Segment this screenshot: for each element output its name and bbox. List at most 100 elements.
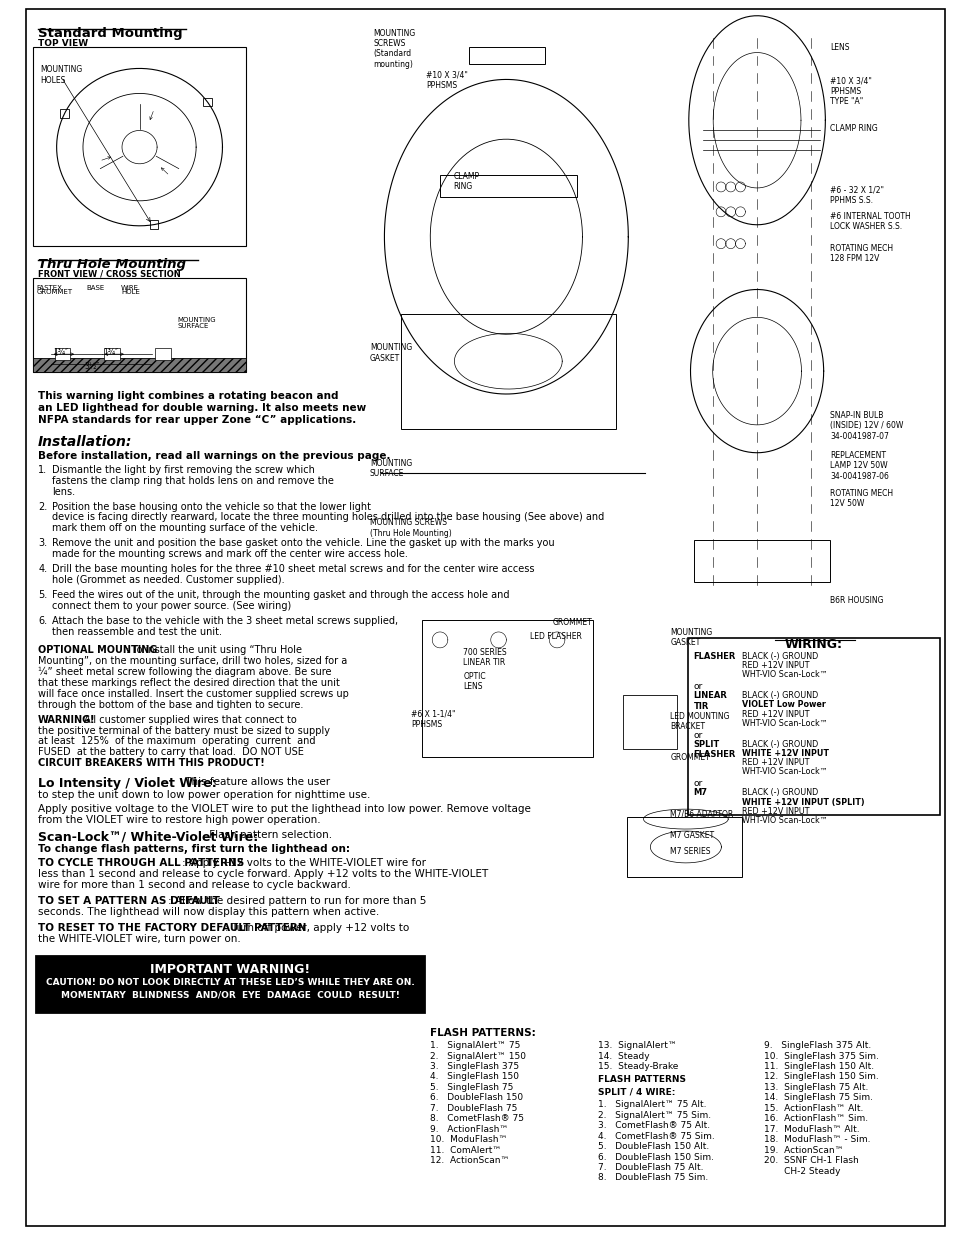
Text: through the bottom of the base and tighten to secure.: through the bottom of the base and tight…	[38, 700, 303, 710]
Text: CLAMP
RING: CLAMP RING	[454, 172, 479, 191]
Text: OPTIONAL MOUNTING: OPTIONAL MOUNTING	[38, 645, 157, 655]
Text: 3.   SingleFlash 375: 3. SingleFlash 375	[430, 1062, 518, 1071]
Text: the WHITE-VIOLET wire, turn power on.: the WHITE-VIOLET wire, turn power on.	[38, 934, 240, 944]
Bar	[627, 818, 741, 877]
Text: 20.  SSNF CH-1 Flash: 20. SSNF CH-1 Flash	[763, 1156, 858, 1165]
Text: mark them off on the mounting surface of the vehicle.: mark them off on the mounting surface of…	[51, 524, 317, 534]
Bar	[33, 278, 246, 372]
Text: ROTATING MECH
128 FPM 12V: ROTATING MECH 128 FPM 12V	[829, 243, 892, 263]
Text: at least  125%  of the maximum  operating  current  and: at least 125% of the maximum operating c…	[38, 736, 315, 746]
Text: 3½″: 3½″	[84, 362, 99, 372]
Text: GROMMET: GROMMET	[36, 289, 72, 295]
Text: Installation:: Installation:	[38, 435, 132, 448]
Text: then reassemble and test the unit.: then reassemble and test the unit.	[51, 627, 221, 637]
Text: BLACK (-) GROUND: BLACK (-) GROUND	[741, 740, 818, 748]
Text: 10.  SingleFlash 375 Sim.: 10. SingleFlash 375 Sim.	[763, 1051, 878, 1061]
Text: 18.  ModuFlash™ - Sim.: 18. ModuFlash™ - Sim.	[763, 1135, 869, 1144]
Text: FLASHER: FLASHER	[693, 652, 736, 661]
Text: 4.: 4.	[38, 564, 47, 574]
Text: : Apply +12 volts to the WHITE-VIOLET wire for: : Apply +12 volts to the WHITE-VIOLET wi…	[182, 858, 426, 868]
Text: FLASH PATTERNS:: FLASH PATTERNS:	[430, 1029, 536, 1039]
Text: or: or	[693, 682, 702, 692]
Text: WARNING!: WARNING!	[38, 715, 95, 725]
Text: WHT-VIO Scan-Lock™: WHT-VIO Scan-Lock™	[741, 816, 827, 825]
Text: 1.   SignalAlert™ 75: 1. SignalAlert™ 75	[430, 1041, 520, 1050]
Text: Feed the wires out of the unit, through the mounting gasket and through the acce: Feed the wires out of the unit, through …	[51, 590, 509, 600]
Text: WHT-VIO Scan-Lock™: WHT-VIO Scan-Lock™	[741, 719, 827, 727]
Text: MOUNTING
SURFACE: MOUNTING SURFACE	[370, 458, 412, 478]
Text: : Allow the desired pattern to run for more than 5: : Allow the desired pattern to run for m…	[168, 895, 426, 905]
Text: WIRE: WIRE	[121, 284, 139, 290]
Text: 5.   DoubleFlash 150 Alt.: 5. DoubleFlash 150 Alt.	[598, 1142, 709, 1151]
Bar	[33, 47, 246, 246]
Text: 8.   CometFlash® 75: 8. CometFlash® 75	[430, 1114, 524, 1124]
Text: M7/B6 ADAPTOR: M7/B6 ADAPTOR	[670, 809, 733, 818]
Bar	[54, 348, 71, 361]
Text: M7 GASKET: M7 GASKET	[670, 831, 714, 840]
Text: 6.   DoubleFlash 150: 6. DoubleFlash 150	[430, 1093, 523, 1103]
Text: 3.: 3.	[38, 538, 47, 548]
Text: wire for more than 1 second and release to cycle backward.: wire for more than 1 second and release …	[38, 879, 351, 889]
Text: LED FLASHER: LED FLASHER	[529, 632, 581, 641]
Text: 13.  SignalAlert™: 13. SignalAlert™	[598, 1041, 677, 1050]
Text: Thru Hole Mounting: Thru Hole Mounting	[38, 258, 186, 270]
Text: 15.  ActionFlash™ Alt.: 15. ActionFlash™ Alt.	[763, 1104, 862, 1113]
Text: from the VIOLET wire to restore high power operation.: from the VIOLET wire to restore high pow…	[38, 815, 320, 825]
Text: to step the unit down to low power operation for nighttime use.: to step the unit down to low power opera…	[38, 790, 370, 800]
Text: Mounting”, on the mounting surface, drill two holes, sized for a: Mounting”, on the mounting surface, dril…	[38, 656, 347, 666]
Text: GROMMET: GROMMET	[670, 753, 709, 762]
Text: connect them to your power source. (See wiring): connect them to your power source. (See …	[51, 601, 291, 611]
Text: : To install the unit using “Thru Hole: : To install the unit using “Thru Hole	[126, 645, 301, 655]
Text: 8.   DoubleFlash 75 Sim.: 8. DoubleFlash 75 Sim.	[598, 1173, 707, 1182]
Text: CAUTION! DO NOT LOOK DIRECTLY AT THESE LED’S WHILE THEY ARE ON.: CAUTION! DO NOT LOOK DIRECTLY AT THESE L…	[46, 978, 415, 987]
Text: MOUNTING SCREWS
(Thru Hole Mounting): MOUNTING SCREWS (Thru Hole Mounting)	[370, 519, 451, 538]
Bar	[60, 110, 69, 119]
Text: device is facing directly rearward, locate the three mounting holes drilled into: device is facing directly rearward, loca…	[51, 513, 603, 522]
Text: 6.: 6.	[38, 616, 47, 626]
Text: WHT-VIO Scan-Lock™: WHT-VIO Scan-Lock™	[741, 671, 827, 679]
Text: 2.: 2.	[38, 501, 48, 511]
Text: This warning light combines a rotating beacon and: This warning light combines a rotating b…	[38, 391, 338, 401]
Text: BASE: BASE	[87, 284, 105, 290]
Text: FUSED  at the battery to carry that load.  DO NOT USE: FUSED at the battery to carry that load.…	[38, 747, 304, 757]
Text: lens.: lens.	[51, 487, 74, 496]
Text: Remove the unit and position the base gasket onto the vehicle. Line the gasket u: Remove the unit and position the base ga…	[51, 538, 554, 548]
Text: 2.   SignalAlert™ 150: 2. SignalAlert™ 150	[430, 1051, 526, 1061]
Text: RED +12V INPUT: RED +12V INPUT	[741, 710, 809, 719]
Text: 4.   SingleFlash 150: 4. SingleFlash 150	[430, 1072, 518, 1082]
Text: TO RESET TO THE FACTORY DEFAULT PATTERN: TO RESET TO THE FACTORY DEFAULT PATTERN	[38, 923, 306, 932]
Text: 4.   CometFlash® 75 Sim.: 4. CometFlash® 75 Sim.	[598, 1131, 714, 1141]
Text: the positive terminal of the battery must be sized to supply: the positive terminal of the battery mus…	[38, 725, 330, 736]
Text: M7 SERIES: M7 SERIES	[670, 847, 710, 856]
Text: #10 X 3/4"
PPHSMS
TYPE "A": #10 X 3/4" PPHSMS TYPE "A"	[829, 77, 871, 106]
Text: or: or	[693, 779, 702, 788]
Bar	[687, 638, 939, 815]
Text: 2.   SignalAlert™ 75 Sim.: 2. SignalAlert™ 75 Sim.	[598, 1110, 710, 1120]
Text: ¼” sheet metal screw following the diagram above. Be sure: ¼” sheet metal screw following the diagr…	[38, 667, 332, 677]
Text: BLACK (-) GROUND: BLACK (-) GROUND	[741, 652, 818, 661]
Text: MOMENTARY  BLINDNESS  AND/OR  EYE  DAMAGE  COULD  RESULT!: MOMENTARY BLINDNESS AND/OR EYE DAMAGE CO…	[61, 990, 399, 999]
Text: fastens the clamp ring that holds lens on and remove the: fastens the clamp ring that holds lens o…	[51, 475, 334, 485]
Text: 3.   CometFlash® 75 Alt.: 3. CometFlash® 75 Alt.	[598, 1121, 709, 1130]
Text: TO SET A PATTERN AS DEFAULT: TO SET A PATTERN AS DEFAULT	[38, 895, 220, 905]
Text: TOP VIEW: TOP VIEW	[38, 38, 88, 48]
Text: 1¾″: 1¾″	[103, 348, 118, 357]
Text: less than 1 second and release to cycle forward. Apply +12 volts to the WHITE-VI: less than 1 second and release to cycle …	[38, 869, 488, 879]
Text: This feature allows the user: This feature allows the user	[182, 777, 331, 787]
Text: 17.  ModuFlash™ Alt.: 17. ModuFlash™ Alt.	[763, 1125, 859, 1134]
Bar	[203, 98, 212, 106]
Text: SPLIT / 4 WIRE:: SPLIT / 4 WIRE:	[598, 1088, 675, 1097]
Text: RED +12V INPUT: RED +12V INPUT	[741, 661, 809, 671]
Text: 1.   SignalAlert™ 75 Alt.: 1. SignalAlert™ 75 Alt.	[598, 1100, 706, 1109]
Text: hole (Grommet as needed. Customer supplied).: hole (Grommet as needed. Customer suppli…	[51, 576, 284, 585]
Text: 1.: 1.	[38, 464, 47, 474]
Text: 9.   ActionFlash™: 9. ActionFlash™	[430, 1125, 508, 1134]
Text: 12.  SingleFlash 150 Sim.: 12. SingleFlash 150 Sim.	[763, 1072, 878, 1082]
Text: SPLIT
FLASHER: SPLIT FLASHER	[693, 740, 736, 760]
Text: 16.  ActionFlash™ Sim.: 16. ActionFlash™ Sim.	[763, 1114, 867, 1124]
Text: that these markings reflect the desired direction that the unit: that these markings reflect the desired …	[38, 678, 339, 688]
Text: #6 - 32 X 1/2"
PPHMS S.S.: #6 - 32 X 1/2" PPHMS S.S.	[829, 186, 883, 205]
Text: BLACK (-) GROUND: BLACK (-) GROUND	[741, 692, 818, 700]
Text: WHITE +12V INPUT: WHITE +12V INPUT	[741, 748, 828, 758]
Text: MOUNTING
SCREWS
(Standard
mounting): MOUNTING SCREWS (Standard mounting)	[374, 28, 416, 69]
